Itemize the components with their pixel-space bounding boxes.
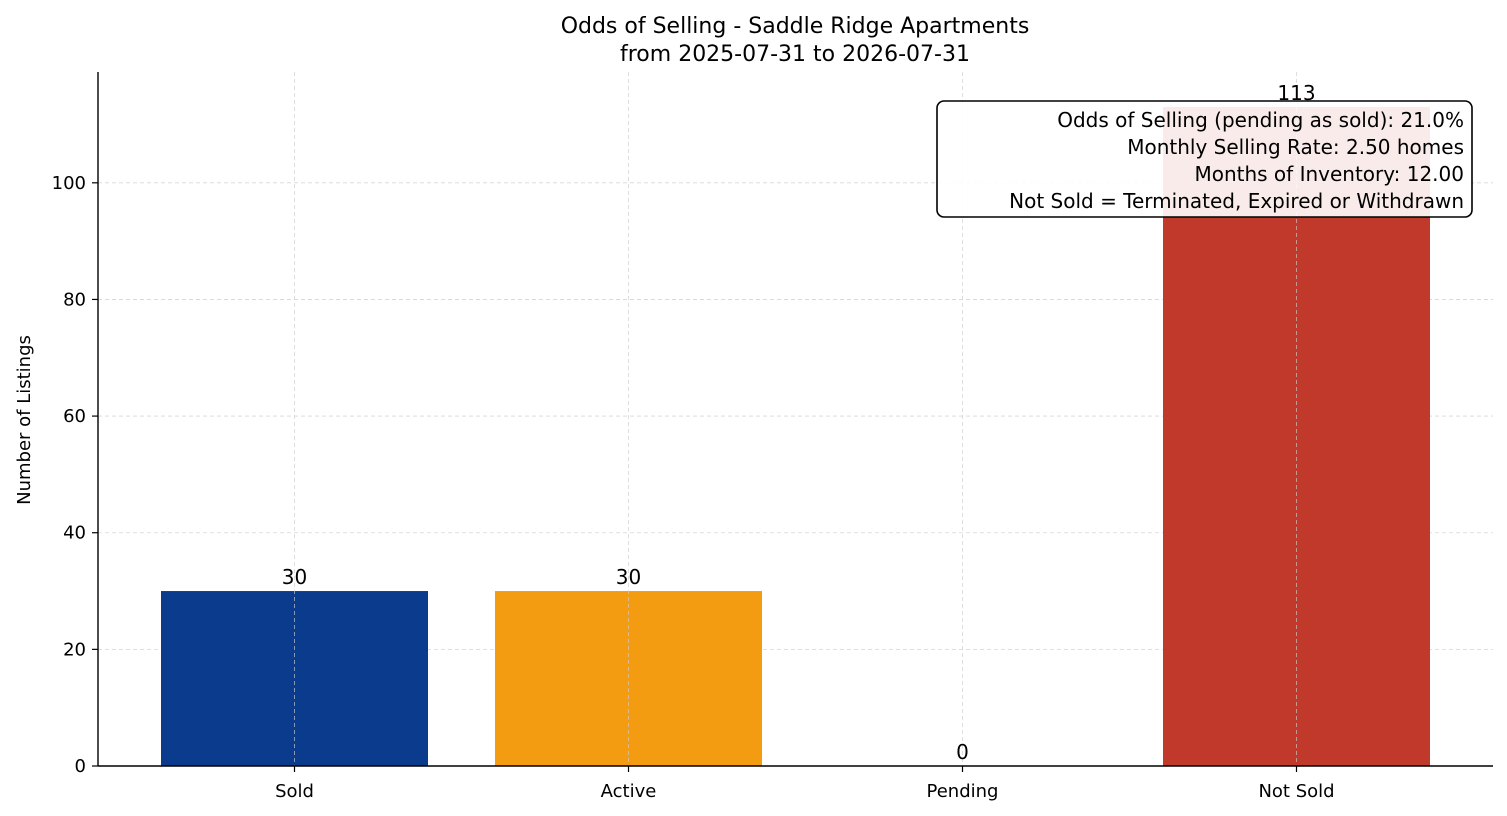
annotation-line: Months of Inventory: 12.00	[1194, 162, 1464, 186]
x-tick-label: Not Sold	[1258, 781, 1334, 802]
value-label: 30	[616, 565, 641, 589]
chart-title: Odds of Selling - Saddle Ridge Apartment…	[561, 14, 1030, 39]
value-label: 30	[282, 565, 307, 589]
annotation-line: Not Sold = Terminated, Expired or Withdr…	[1009, 189, 1464, 213]
annotation-box-background	[936, 100, 1473, 218]
x-tick-label: Active	[601, 781, 657, 802]
chart-subtitle: from 2025-07-31 to 2026-07-31	[620, 42, 970, 67]
x-ticks: Sold Active Pending Not Sold	[275, 766, 1335, 802]
y-tick-label: 100	[52, 173, 86, 194]
annotation-line: Odds of Selling (pending as sold): 21.0%	[1057, 108, 1464, 132]
x-tick-label: Sold	[275, 781, 314, 802]
bars	[161, 72, 1430, 767]
y-tick-label: 40	[63, 523, 86, 544]
y-ticks: 0 20 40 60 80 100	[52, 173, 98, 777]
y-tick-label: 80	[63, 289, 86, 310]
annotation-line: Monthly Selling Rate: 2.50 homes	[1127, 135, 1464, 159]
y-axis-label: Number of Listings	[14, 335, 35, 505]
stats-annotation-box: Odds of Selling (pending as sold): 21.0%…	[936, 100, 1473, 218]
y-tick-label: 0	[75, 756, 86, 777]
axes	[97, 72, 1493, 767]
y-tick-label: 60	[63, 406, 86, 427]
x-tick-label: Pending	[927, 781, 999, 802]
value-label: 0	[956, 740, 969, 764]
y-tick-label: 20	[63, 639, 86, 660]
